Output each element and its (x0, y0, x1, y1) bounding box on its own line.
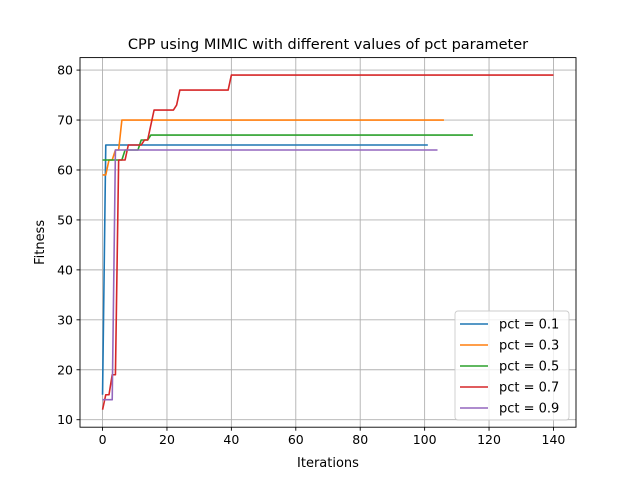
x-axis-label: Iterations (297, 456, 359, 471)
plot-frame (79, 57, 577, 428)
y-tick-label: 40 (57, 262, 73, 277)
series-layer (101, 74, 554, 410)
y-axis-label: Fitness (33, 220, 48, 265)
x-tick-label: 120 (477, 432, 501, 447)
y-tick-label: 30 (57, 312, 73, 327)
legend: pct = 0.1 pct = 0.3 pct = 0.5 pct = 0.7 pct … (454, 310, 570, 421)
ticks: 0 20 40 60 80 100 120 140 10 20 30 40 50 60 70 80 (57, 63, 565, 448)
legend-label: pct = 0.1 (499, 318, 559, 333)
x-tick-label: 60 (288, 432, 304, 447)
y-tick-label: 80 (57, 63, 73, 78)
x-tick-label: 140 (542, 432, 566, 447)
y-tick-label: 50 (57, 212, 73, 227)
legend-label: pct = 0.9 (499, 402, 559, 417)
legend-label: pct = 0.7 (499, 381, 559, 396)
y-tick-label: 70 (57, 113, 73, 128)
y-tick-label: 60 (57, 162, 73, 177)
legend-label: pct = 0.5 (499, 360, 559, 375)
series-line (102, 119, 444, 176)
legend-box (454, 310, 570, 421)
series-line (102, 149, 438, 401)
legend-label: pct = 0.3 (499, 339, 559, 354)
chart-title: CPP using MIMIC with different values of… (128, 37, 528, 53)
y-tick-label: 10 (57, 412, 73, 427)
series-line (101, 74, 554, 410)
x-tick-label: 0 (99, 432, 107, 447)
y-tick-label: 20 (57, 362, 73, 377)
x-tick-label: 20 (159, 432, 175, 447)
series-line (101, 144, 428, 395)
x-tick-label: 80 (352, 432, 368, 447)
x-tick-label: 100 (413, 432, 437, 447)
x-tick-label: 40 (223, 432, 239, 447)
